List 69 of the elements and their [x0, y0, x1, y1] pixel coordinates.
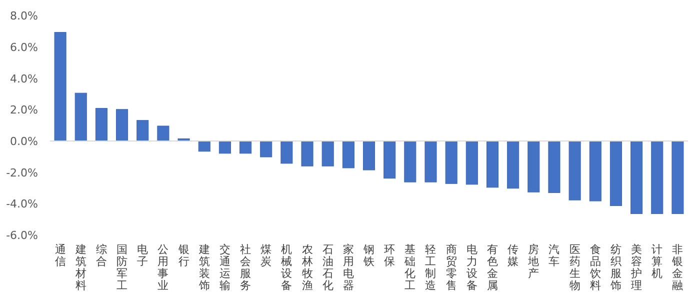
bar — [589, 140, 602, 202]
bar — [445, 140, 458, 184]
x-tick-label: 农林牧渔 — [300, 243, 313, 292]
bar — [362, 140, 376, 170]
bar — [404, 140, 416, 182]
y-tick-label: 0.0% — [10, 135, 38, 148]
bar — [240, 140, 252, 154]
bar — [280, 140, 293, 164]
bar — [260, 140, 272, 158]
bar — [651, 140, 664, 214]
bar — [672, 140, 684, 214]
bar — [528, 140, 540, 192]
x-tick-label: 家用电器 — [342, 243, 354, 292]
bar — [342, 140, 354, 168]
x-tick-label: 非银金融 — [671, 243, 684, 292]
x-tick-label: 机械设备 — [281, 243, 292, 292]
x-tick-label: 银行 — [177, 243, 190, 268]
bar — [136, 120, 149, 142]
bar — [198, 140, 210, 152]
bar — [548, 140, 560, 193]
x-tick-label: 纺织服饰 — [609, 243, 622, 292]
x-tick-label: 石油石化 — [322, 243, 334, 292]
x-tick-label: 环保 — [384, 243, 396, 268]
bar — [54, 32, 66, 142]
y-tick-label: -4.0% — [6, 198, 38, 211]
bar — [424, 140, 437, 182]
x-tick-label: 食品饮料 — [588, 243, 601, 292]
x-tick-label: 基础化工 — [404, 243, 416, 292]
x-tick-label: 电子 — [137, 243, 148, 268]
y-tick-label: 4.0% — [10, 72, 38, 86]
y-tick-label: 8.0% — [10, 10, 38, 23]
x-tick-label: 综合 — [96, 243, 107, 268]
x-tick-label: 医药生物 — [569, 243, 580, 292]
bar — [486, 140, 498, 188]
x-tick-label: 通信 — [54, 243, 66, 268]
x-tick-label: 传媒 — [508, 243, 519, 268]
bar — [157, 126, 170, 142]
y-tick-label: 6.0% — [10, 41, 38, 54]
x-tick-label: 轻工制造 — [425, 243, 436, 292]
x-tick-label: 美容护理 — [630, 243, 642, 292]
x-tick-label: 电力设备 — [466, 243, 478, 292]
bar — [630, 140, 643, 214]
bar — [322, 140, 334, 166]
x-tick-label: 房地产 — [527, 243, 540, 280]
x-tick-label: 公用事业 — [158, 243, 169, 292]
y-tick-label: -2.0% — [6, 166, 38, 180]
bar — [507, 140, 520, 189]
bar — [116, 109, 128, 142]
bar — [384, 140, 396, 179]
x-tick-label: 有色金属 — [486, 243, 498, 292]
x-tick-label: 钢铁 — [362, 243, 374, 268]
x-tick-label: 交通运输 — [219, 243, 230, 292]
x-tick-label: 计算机 — [652, 243, 663, 280]
x-tick-label: 煤炭 — [260, 243, 272, 268]
bar — [610, 140, 622, 206]
x-tick-label: 国防军工 — [116, 243, 128, 292]
x-tick-label: 建筑装饰 — [198, 243, 210, 292]
x-tick-label: 商贸零售 — [446, 243, 457, 292]
bar — [466, 140, 478, 185]
y-tick-label: 2.0% — [10, 104, 38, 117]
y-tick-label: -6.0% — [6, 229, 38, 242]
bar — [568, 140, 581, 200]
bar — [301, 140, 314, 166]
bar — [74, 92, 87, 142]
x-tick-label: 建筑材料 — [74, 243, 86, 292]
bar — [218, 140, 231, 154]
x-tick-label: 社会服务 — [240, 243, 252, 292]
bar — [95, 108, 108, 142]
x-tick-label: 汽车 — [548, 243, 560, 268]
